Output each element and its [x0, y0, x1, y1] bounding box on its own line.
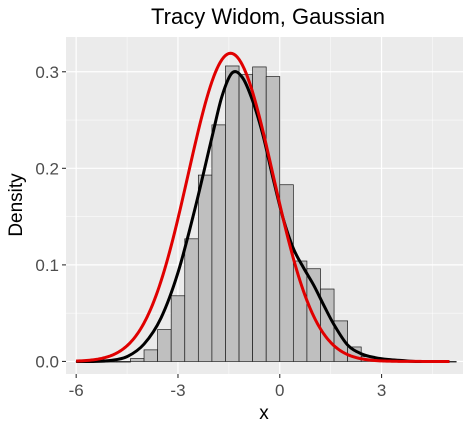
- histogram-bar: [157, 329, 172, 362]
- y-tick-label: 0.0: [35, 352, 59, 371]
- histogram-bars: [75, 65, 457, 363]
- histogram-bar: [184, 238, 199, 362]
- y-axis-label: Density: [6, 173, 27, 237]
- histogram-bar: [197, 174, 213, 362]
- x-tick-label: 0: [275, 381, 284, 400]
- y-tick-label: 0.2: [35, 159, 59, 178]
- histogram-bar: [211, 124, 226, 362]
- histogram-bar: [170, 295, 186, 362]
- x-tick-label: -3: [170, 381, 185, 400]
- histogram-bar: [238, 74, 253, 362]
- x-tick-label: -6: [69, 381, 84, 400]
- x-axis-label: x: [259, 403, 269, 424]
- histogram-bar: [130, 358, 145, 362]
- y-tick-label: 0.1: [35, 256, 59, 275]
- x-axis: -6 -3 0 3: [69, 374, 386, 400]
- gaussian-curve-line: [76, 51, 450, 363]
- histogram-bar: [143, 349, 158, 362]
- y-axis: 0.0 0.1 0.2 0.3: [35, 63, 66, 371]
- histogram-bar: [292, 260, 308, 362]
- chart-title: Tracy Widom, Gaussian: [151, 4, 385, 29]
- y-tick-label: 0.3: [35, 63, 59, 82]
- x-tick-label: 3: [377, 381, 386, 400]
- histogram-bar: [265, 76, 281, 362]
- histogram-bar: [225, 65, 240, 362]
- histogram-bar: [116, 361, 131, 363]
